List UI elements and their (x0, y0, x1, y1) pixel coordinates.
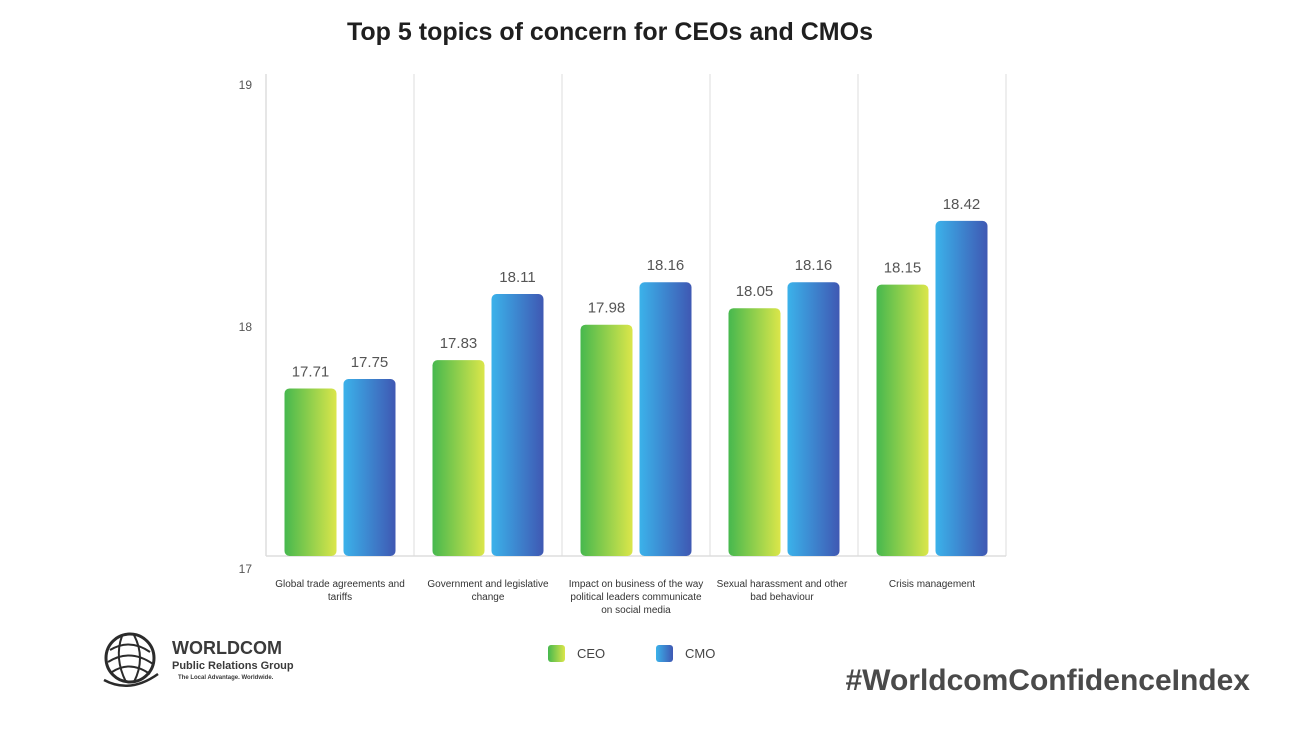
value-label-cmo-0: 17.75 (351, 354, 389, 371)
legend-ceo-label: CEO (577, 646, 606, 661)
x-label-political-leaders: Impact on business of the way political … (568, 579, 704, 616)
value-label-ceo-3: 18.05 (736, 283, 774, 300)
value-label-cmo-3: 18.16 (795, 257, 833, 274)
y-tick-19: 19 (238, 78, 252, 92)
value-label-ceo-1: 17.83 (440, 335, 478, 352)
x-label-government: Government and legislative change (427, 579, 549, 603)
value-label-ceo-0: 17.71 (292, 363, 330, 380)
value-label-cmo-4: 18.42 (943, 196, 981, 213)
logo-name: WORLDCOM (172, 638, 282, 658)
legend-cmo-label: CMO (685, 646, 716, 661)
x-label-crisis-management: Crisis management (888, 579, 976, 590)
legend-ceo: CEO (548, 645, 605, 662)
bar-cmo-0 (343, 379, 396, 556)
value-label-cmo-2: 18.16 (647, 257, 685, 274)
value-label-ceo-4: 18.15 (884, 260, 922, 277)
bar-ceo-1 (432, 360, 485, 556)
bar-ceo-2 (580, 324, 633, 556)
logo-subtitle: Public Relations Group (172, 660, 294, 672)
bar-cmo-1 (491, 294, 544, 556)
logo-tagline: The Local Advantage. Worldwide. (178, 675, 274, 681)
x-label-sexual-harassment: Sexual harassment and other bad behaviou… (716, 579, 848, 603)
legend-ceo-swatch (548, 645, 565, 662)
bar-cmo-2 (639, 282, 692, 556)
globe-icon (103, 632, 159, 687)
bar-cmo-4 (935, 220, 988, 556)
chart-title: Top 5 topics of concern for CEOs and CMO… (347, 18, 873, 46)
y-tick-17: 17 (238, 562, 252, 576)
value-labels: 17.71 17.83 17.98 18.05 18.15 17.75 18.11 18.16… (292, 196, 981, 381)
bar-cmo-3 (787, 282, 840, 556)
bar-ceo-0 (284, 388, 337, 556)
value-label-ceo-2: 17.98 (588, 300, 626, 317)
bar-ceo-3 (728, 308, 781, 556)
hashtag: #WorldcomConfidenceIndex (845, 664, 1250, 697)
legend-cmo: CMO (656, 645, 715, 662)
x-label-global-trade: Global trade agreements and tariffs (275, 579, 405, 603)
bar-ceo-4 (876, 284, 929, 556)
legend-cmo-swatch (656, 645, 673, 662)
worldcom-logo: WORLDCOM Public Relations Group The Loca… (100, 632, 320, 690)
value-label-cmo-1: 18.11 (499, 269, 535, 286)
y-tick-18: 18 (238, 320, 252, 334)
bars (284, 220, 988, 556)
